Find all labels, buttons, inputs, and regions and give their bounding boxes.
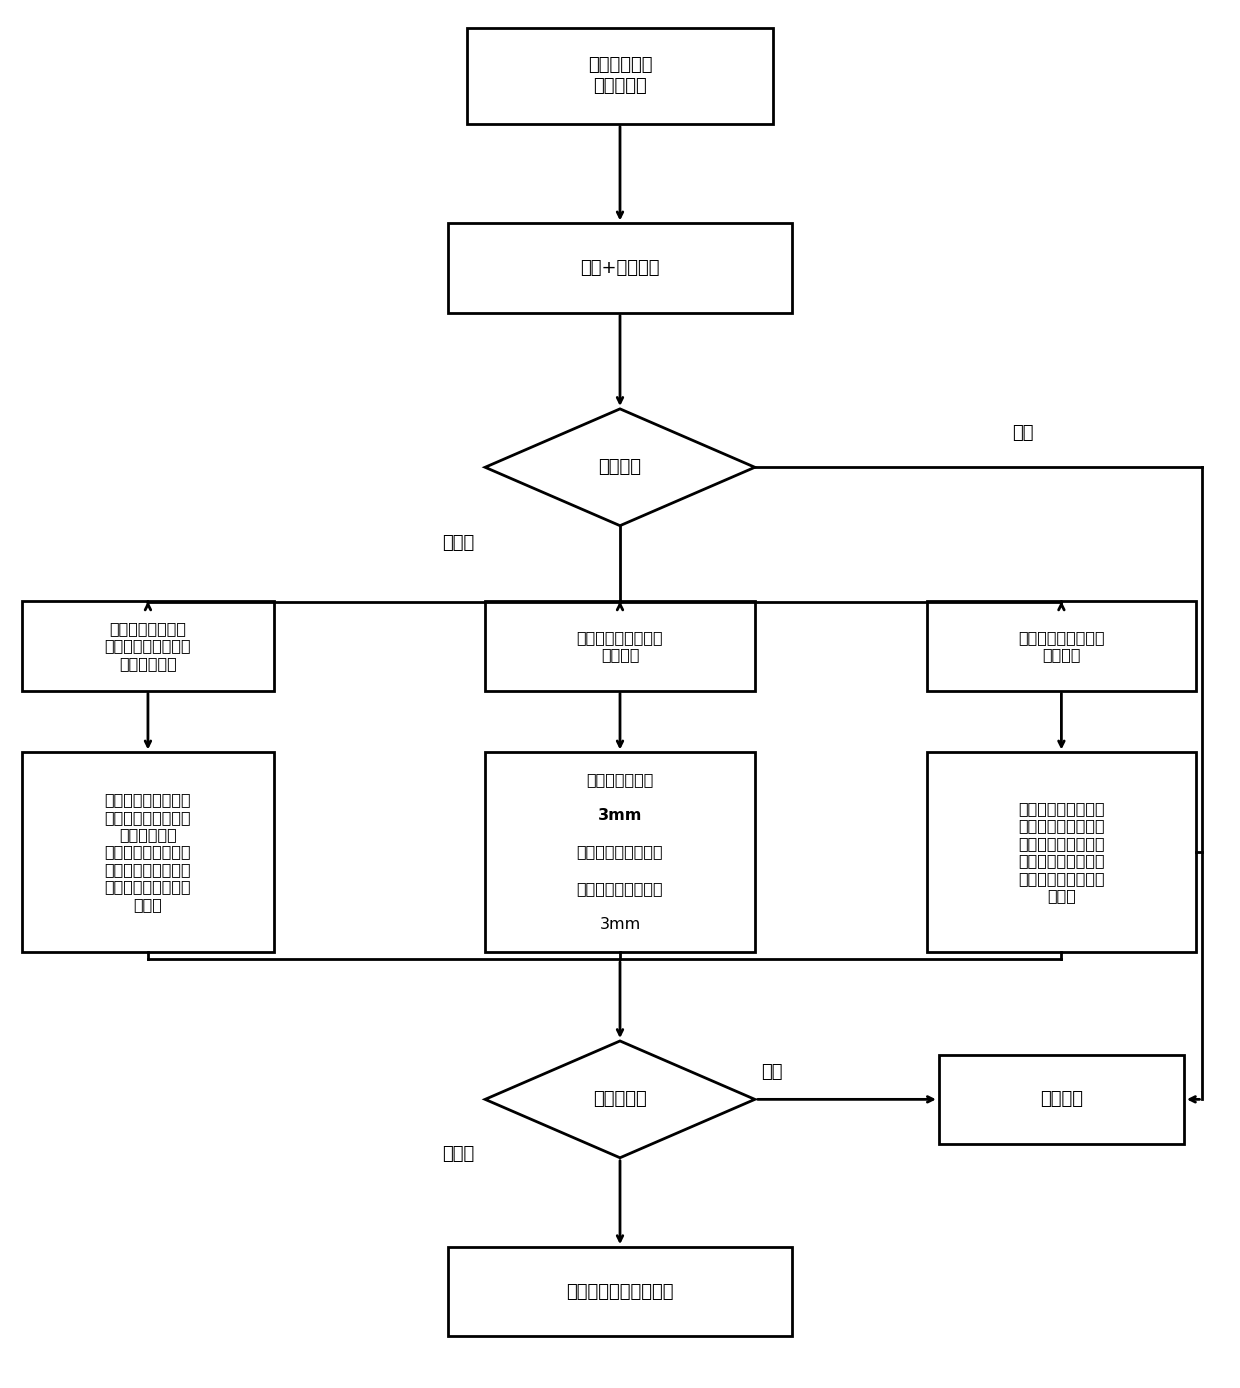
Text: 深度：超声检测深度
长度：超声检测长度
自身高度：超声检测
自身高度或距内表面
深度（无法检测自身
高度）: 深度：超声检测深度 长度：超声检测长度 自身高度：超声检测 自身高度或距内表面 … <box>1018 801 1105 904</box>
Text: 射线+超声检测: 射线+超声检测 <box>580 260 660 278</box>
FancyBboxPatch shape <box>926 752 1197 952</box>
Text: 检测评价: 检测评价 <box>599 458 641 476</box>
Text: 未通过: 未通过 <box>443 1145 475 1163</box>
FancyBboxPatch shape <box>22 601 274 691</box>
FancyBboxPatch shape <box>939 1055 1184 1144</box>
FancyBboxPatch shape <box>466 28 774 124</box>
Text: 未通过: 未通过 <box>443 534 475 552</box>
FancyBboxPatch shape <box>22 752 274 952</box>
Text: 通过: 通过 <box>761 1063 782 1081</box>
Text: 长度：射线检测长度: 长度：射线检测长度 <box>577 844 663 859</box>
Text: 3mm: 3mm <box>599 917 641 931</box>
Polygon shape <box>485 1041 755 1158</box>
Text: 自身高度：距内表面: 自身高度：距内表面 <box>577 881 663 895</box>
Text: 补强修复、降压或换管: 补强修复、降压或换管 <box>567 1283 673 1301</box>
Text: 射线未检测到，超声
结果超标: 射线未检测到，超声 结果超标 <box>1018 630 1105 662</box>
Text: 适用性评价: 适用性评价 <box>593 1091 647 1109</box>
Polygon shape <box>485 409 755 526</box>
Text: 射线和超声均检测
到，且其中有一检测
结果显示超标: 射线和超声均检测 到，且其中有一检测 结果显示超标 <box>104 620 191 670</box>
FancyBboxPatch shape <box>926 601 1197 691</box>
Text: 通过: 通过 <box>1012 423 1034 441</box>
Text: 安全运行: 安全运行 <box>1040 1091 1083 1109</box>
Text: 环焊缝开挖和
外检测准备: 环焊缝开挖和 外检测准备 <box>588 57 652 94</box>
Text: 3mm: 3mm <box>598 808 642 823</box>
FancyBboxPatch shape <box>449 1246 791 1337</box>
FancyBboxPatch shape <box>485 601 755 691</box>
Text: 深度：距内表面: 深度：距内表面 <box>587 772 653 787</box>
Text: 射线结果超标，超声
未检测到: 射线结果超标，超声 未检测到 <box>577 630 663 662</box>
FancyBboxPatch shape <box>449 223 791 312</box>
FancyBboxPatch shape <box>485 752 755 952</box>
Text: 深度：超声检测深度
长度：射线和超声检
测的最大长度
自身高度：超声检测
自身高度或距内表面
深度（无法检测自身
高度）: 深度：超声检测深度 长度：射线和超声检 测的最大长度 自身高度：超声检测 自身高… <box>104 793 191 912</box>
